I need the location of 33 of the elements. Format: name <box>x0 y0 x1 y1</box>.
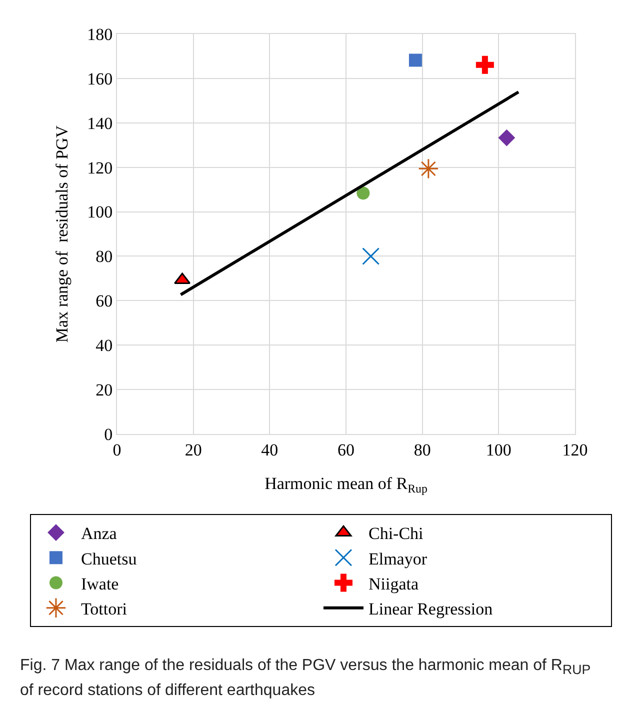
legend-label: Anza <box>80 524 118 544</box>
y-tick-label: 100 <box>87 202 113 222</box>
y-tick-label: 180 <box>87 24 113 44</box>
x-axis-title: Harmonic mean of R$_{Rup}$ <box>264 474 428 496</box>
y-tick-label: 120 <box>87 158 113 178</box>
point <box>476 56 494 74</box>
x-tick-label: 20 <box>184 440 202 460</box>
y-tick-label: 140 <box>87 114 113 133</box>
y-axis-title: Max range of residuals of PGV <box>52 124 72 343</box>
y-tick-label: 20 <box>96 380 113 400</box>
y-tick-label: 0 <box>104 424 113 444</box>
point <box>408 54 422 67</box>
legend-label: Chuetsu <box>80 549 138 568</box>
y-tick-label: 80 <box>96 247 113 266</box>
point <box>498 129 516 146</box>
legend-label: Linear Regression <box>368 599 494 618</box>
y-tick-label: 40 <box>96 336 113 356</box>
point <box>356 186 370 200</box>
legend-label: Elmayor <box>368 549 428 568</box>
legend-label: Iwate <box>80 574 119 594</box>
legend-label: Tottori <box>80 599 128 618</box>
x-tick-label: 80 <box>414 440 431 460</box>
x-tick-label: 40 <box>261 440 278 460</box>
x-tick-label: 100 <box>486 440 512 460</box>
y-tick-label: 60 <box>96 292 113 311</box>
text: Fig. 7 Max range of the residuals of the PGV versus the harmonic mean of R$_{RUP}$ of record stations of different earthquakes <box>20 657 591 700</box>
legend-label: Niigata <box>368 574 419 594</box>
legend-label: Chi-Chi <box>368 524 424 544</box>
x-tick-label: 60 <box>338 440 354 460</box>
point <box>362 247 380 265</box>
y-tick-label: 160 <box>87 69 113 88</box>
point <box>418 158 439 180</box>
x-tick-label: 120 <box>562 440 588 460</box>
